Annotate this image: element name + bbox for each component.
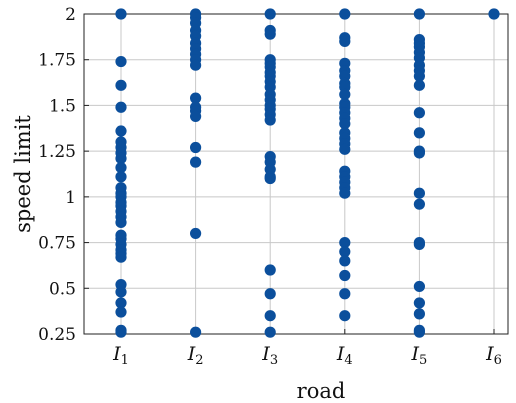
data-point [190, 156, 202, 168]
data-point [264, 8, 276, 20]
x-axis-label: road [297, 379, 346, 403]
data-point [339, 187, 351, 199]
x-tick-label-subscript: 5 [419, 353, 427, 368]
plot-frame [83, 13, 509, 335]
data-point [190, 227, 202, 240]
data-point [264, 326, 276, 338]
data-point [190, 141, 202, 154]
x-tick-label-subscript: 2 [195, 353, 203, 368]
y-tick-label: 0.5 [49, 279, 76, 299]
data-point [115, 216, 127, 229]
x-tick-label: I2 [187, 343, 204, 368]
data-point [339, 35, 351, 48]
data-point [339, 269, 351, 282]
data-point [413, 127, 425, 139]
y-tick-label: 1.75 [38, 51, 76, 71]
data-point [339, 236, 351, 249]
x-tick-label-subscript: 3 [270, 353, 278, 368]
data-point [339, 255, 351, 267]
data-point [413, 147, 425, 159]
data-point [413, 187, 425, 199]
y-tick-label: 2 [65, 5, 76, 25]
data-point [264, 310, 276, 322]
data-point [115, 171, 127, 183]
x-tick-label-main: I [112, 343, 121, 365]
x-tick-label-subscript: 6 [494, 353, 502, 368]
data-points [115, 8, 500, 338]
data-point [264, 264, 276, 276]
data-point [413, 308, 425, 320]
data-point [413, 297, 425, 309]
x-tick-label-main: I [485, 343, 494, 365]
data-point [115, 101, 127, 113]
x-tick-label-main: I [411, 343, 420, 365]
x-tick-label-subscript: 1 [121, 353, 129, 368]
grid-lines [84, 13, 508, 335]
data-point [190, 59, 202, 71]
x-tick-label-main: I [336, 343, 345, 365]
data-point [115, 162, 127, 174]
data-point [115, 8, 127, 20]
data-point [413, 79, 425, 91]
data-point [190, 92, 202, 104]
data-point [413, 280, 425, 293]
x-tick-label: I4 [336, 343, 353, 368]
y-axis-ticks: 0.25 0.5 0.75 1 1.25 1.5 1.75 2 [38, 5, 89, 345]
data-point [115, 297, 127, 309]
data-point [413, 198, 425, 210]
x-tick-label-main: I [187, 343, 196, 365]
data-point [115, 286, 127, 298]
y-axis-label: speed limit [11, 115, 35, 233]
data-point [190, 110, 202, 122]
data-point [339, 143, 351, 155]
data-point [264, 28, 276, 40]
data-point [413, 8, 425, 20]
x-tick-label-subscript: 4 [344, 353, 352, 368]
data-point [413, 326, 425, 338]
data-point [115, 251, 127, 263]
data-point [115, 125, 127, 137]
y-tick-label: 0.25 [38, 325, 76, 345]
data-point [190, 326, 202, 338]
data-point [264, 172, 276, 185]
x-tick-label: I6 [485, 343, 502, 368]
data-point [413, 107, 425, 119]
data-point [115, 326, 127, 338]
data-point [264, 114, 276, 126]
data-point [339, 8, 351, 20]
data-point [488, 8, 500, 20]
data-point [339, 288, 351, 300]
data-point [264, 288, 276, 300]
y-tick-label: 1 [65, 188, 76, 208]
x-tick-label: I1 [112, 343, 129, 368]
data-point [115, 306, 127, 318]
data-point [115, 152, 127, 165]
x-tick-label: I5 [411, 343, 428, 368]
y-tick-label: 0.75 [38, 234, 76, 254]
x-tick-label: I3 [261, 343, 278, 368]
data-point [413, 238, 425, 250]
data-point [339, 118, 351, 130]
data-point [339, 310, 351, 322]
data-point [413, 70, 425, 82]
x-axis-ticks: I1 I2 I3 I4 I5 I6 [112, 329, 502, 368]
y-tick-label: 1.5 [49, 96, 76, 116]
y-tick-label: 1.25 [38, 142, 76, 162]
data-point [115, 79, 127, 91]
data-point [339, 88, 351, 101]
x-tick-label-main: I [261, 343, 270, 365]
data-point [115, 55, 127, 68]
data-point [339, 246, 351, 258]
